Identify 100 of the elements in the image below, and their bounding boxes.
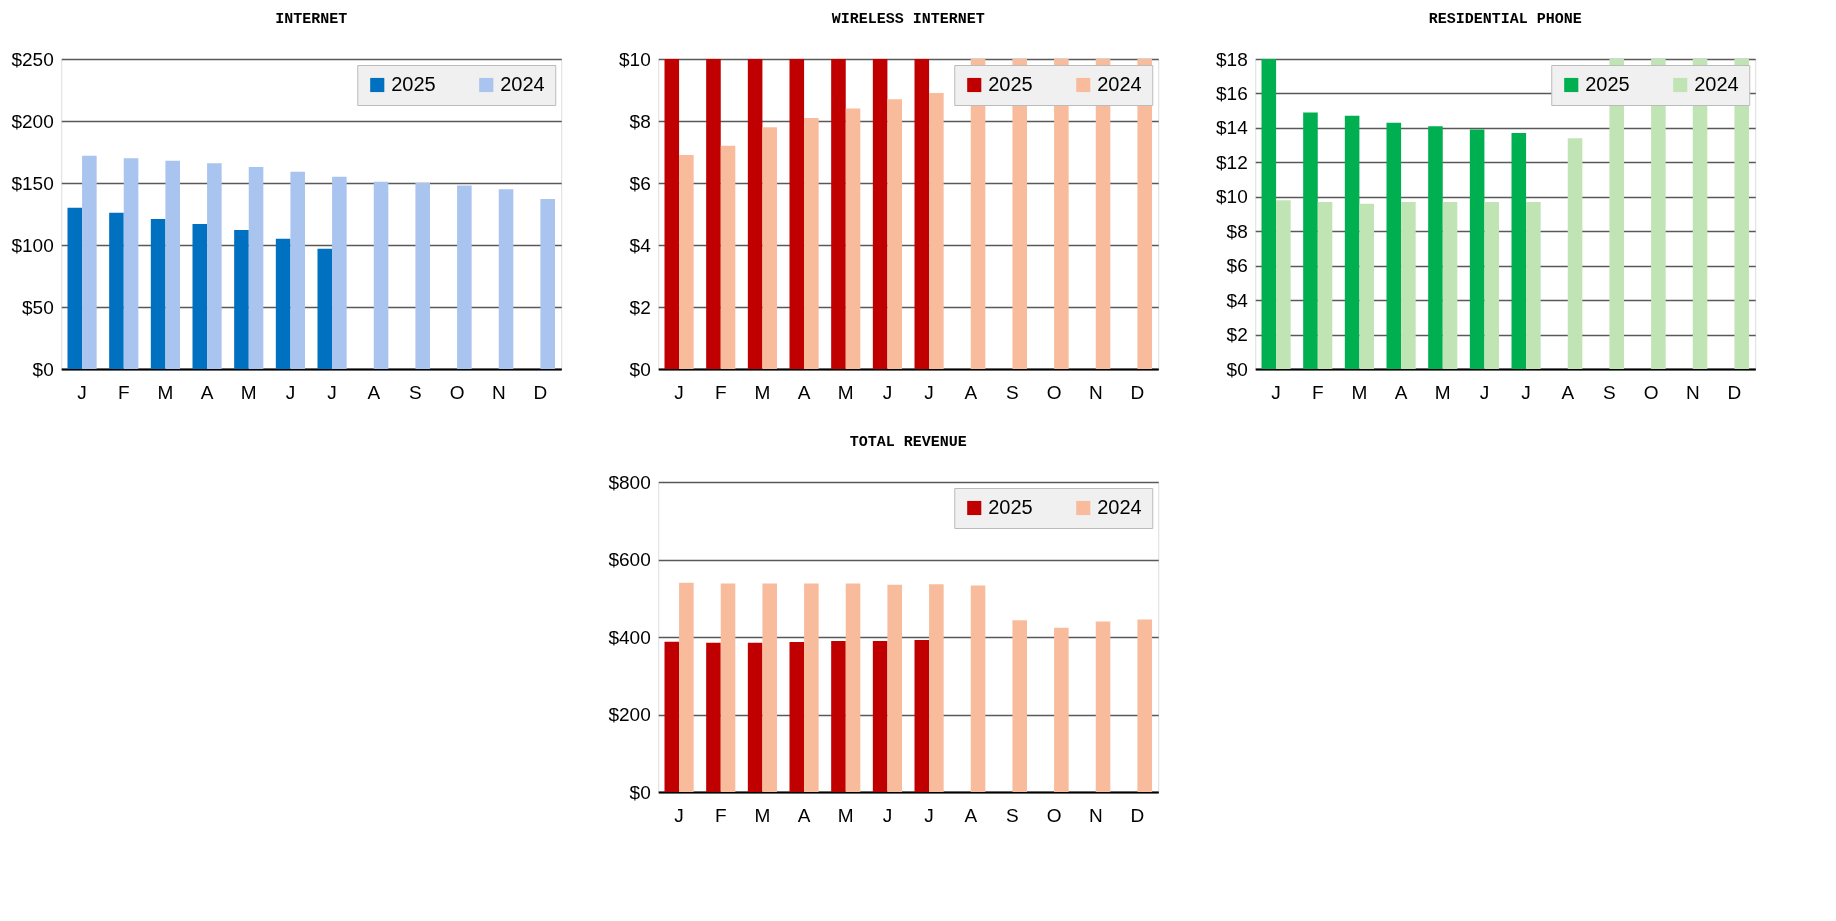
x-tick-label: A [1561,381,1575,403]
bar [540,199,555,369]
y-tick-label: $16 [1216,82,1248,104]
bar [1317,201,1333,369]
y-tick-label: $10 [619,48,651,70]
x-tick-label: S [1006,381,1019,403]
bar [872,640,888,792]
bar [275,238,291,369]
y-tick-label: $250 [11,48,54,70]
bar [762,127,777,369]
bar [887,99,902,369]
chart-title: TOTAL REVENUE [849,434,967,451]
y-tick-label: $4 [1226,289,1249,311]
chart-title: RESIDENTIAL PHONE [1428,11,1582,28]
x-tick-label: J [285,381,296,403]
y-tick-label: $0 [1226,358,1248,380]
y-tick-label: $12 [1216,151,1248,173]
x-tick-label: N [491,381,506,403]
bar [1095,621,1111,792]
bar [679,582,694,792]
bar [67,207,83,369]
bar [970,585,986,792]
y-tick-label: $8 [1226,220,1248,242]
x-tick-label: N [1088,381,1103,403]
x-tick-label: A [1394,381,1408,403]
x-tick-label: J [924,381,934,403]
bar [789,59,805,369]
y-tick-label: $50 [22,296,54,318]
x-tick-label: M [754,804,771,826]
x-tick-label: M [837,804,854,826]
bar [192,223,208,369]
y-tick-label: $600 [608,549,651,570]
bar [1386,122,1402,369]
legend-label: 2025 [1585,73,1630,95]
x-tick-label: J [882,804,893,826]
x-tick-label: O [1046,381,1062,403]
y-tick-label: $6 [1226,255,1248,277]
x-tick-label: O [1046,804,1062,826]
bar [1261,59,1277,369]
legend-label: 2025 [391,73,436,95]
bar [1276,200,1291,369]
bar [706,642,721,792]
bar [1012,620,1027,792]
x-tick-label: F [1311,381,1324,403]
bar [457,185,472,369]
legend-label: 2024 [500,73,545,95]
x-tick-label: M [1434,381,1451,403]
y-tick-label: $100 [11,234,54,256]
bar [82,155,97,369]
x-tick-label: F [714,381,727,403]
y-tick-label: $0 [32,358,54,380]
bar [1511,133,1527,369]
bar [804,583,819,792]
bar [1303,112,1318,369]
bar [150,218,166,369]
x-tick-label: D [533,381,548,403]
y-tick-label: $0 [629,781,651,803]
y-tick-label: $14 [1216,117,1249,139]
bar [207,163,222,369]
x-tick-label: J [924,804,934,826]
x-tick-label: J [1271,381,1281,403]
bar [123,158,139,369]
x-tick-label: A [367,381,381,403]
x-tick-label: M [157,381,174,403]
x-tick-label: J [1479,381,1490,403]
x-tick-label: A [797,381,811,403]
bar [1401,201,1416,369]
bar [872,59,888,369]
bar [317,248,333,369]
bar [1359,203,1374,369]
y-tick-label: $18 [1216,48,1248,70]
bar [789,642,805,792]
y-tick-label: $8 [629,110,651,132]
x-tick-label: S [1603,381,1616,403]
x-tick-label: N [1088,804,1103,826]
bar [415,183,430,369]
chart-title: INTERNET [275,11,348,28]
bar [1469,129,1485,369]
bar [720,583,736,792]
legend-label: 2025 [988,73,1033,95]
x-tick-label: M [754,381,771,403]
x-tick-label: A [964,804,978,826]
bar [929,584,944,792]
y-tick-label: $0 [629,358,651,380]
bar [498,189,514,369]
x-tick-label: O [1643,381,1659,403]
x-tick-label: A [200,381,214,403]
bar [373,181,389,369]
bar [664,59,680,369]
x-tick-label: N [1685,381,1700,403]
y-tick-label: $4 [629,234,652,256]
x-tick-label: J [882,381,893,403]
bar [1344,115,1360,369]
bar [165,160,180,369]
bar [762,583,777,792]
bar [248,166,264,369]
x-tick-label: D [1130,804,1145,826]
legend-label: 2024 [1097,73,1142,95]
bar [747,59,763,369]
legend-label: 2024 [1694,73,1739,95]
